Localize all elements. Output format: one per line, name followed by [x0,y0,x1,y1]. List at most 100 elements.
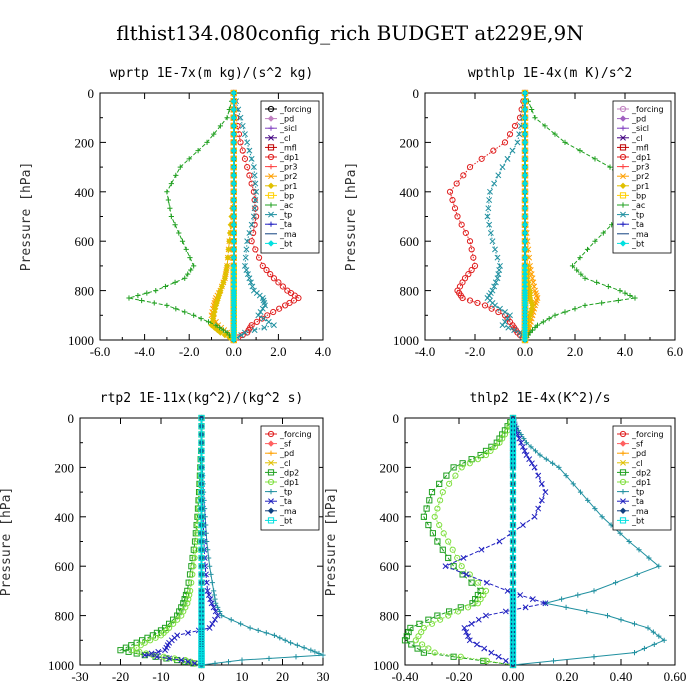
panel-4-point-ta [526,456,533,463]
panel-2-point-bt [521,336,529,344]
panel-1-point-dp1 [253,318,260,325]
panel-2-point-tp [489,238,496,245]
panel-3-legend-label: _bt [279,516,292,525]
panel-4-point-ta [529,596,536,603]
panel-3-legend-marker [267,517,275,524]
panel-2-legend-label: _bt [631,239,644,248]
panel-2-point-ac [529,327,536,333]
panel-2-point-bt [521,155,529,163]
panel-1-point-pr1 [225,246,232,253]
panel-4-series-dp1 [412,414,517,669]
panel-1-legend-marker [267,105,275,113]
panel-4-point-dp2 [428,489,436,496]
panel-1-point-pr1 [217,329,224,336]
panel-4-point-tp [591,588,597,594]
panel-1-point-bt [230,238,237,245]
panel-4-point-tp [631,650,638,656]
panel-1-legend-marker [268,134,274,141]
panel-2-point-bt [521,221,529,228]
panel-3-ylabel: Pressure [hPa] [0,487,14,597]
panel-4-legend-label: _bt [631,516,644,525]
panel-4-point-ta [468,620,475,627]
panel-4-ytick-label: 400 [380,510,400,525]
panel-4-point-dp2 [425,616,432,623]
panel-3-point-dp1 [178,612,185,619]
panel-3-point-tp [225,659,232,665]
panel-4-point-bt [509,649,517,656]
panel-4-point-ta [466,637,473,644]
panel-4-point-dp1 [496,439,503,446]
panel-1-legend-label: _ac [279,201,293,210]
panel-4-point-ta [496,538,503,545]
panel-2-series-ac [522,90,638,343]
panel-1-point-dp1 [248,238,255,245]
panel-3-ytick-label: 800 [55,609,75,624]
panel-2-point-dp1 [459,294,466,302]
panel-1-point-dp1 [279,283,286,290]
panel-2-ytick-label: 1000 [393,333,419,348]
panel-4-point-bt [509,530,517,537]
panel-1-point-dp1 [255,254,263,261]
panel-3-point-bt [198,521,205,529]
panel-2-legend-marker [619,144,627,151]
panel-4-point-ta [538,480,545,487]
panel-3-point-dp1 [136,648,143,655]
panel-1-point-bt [230,213,237,220]
panel-1-point-bt [230,172,237,179]
panel-3-point-ta [208,600,215,607]
panel-3-point-bt [198,538,205,545]
panel-3-point-bt [198,464,205,471]
panel-3-point-tp [228,617,234,623]
panel-4-point-dp1 [431,649,438,656]
panel-3-point-dp1 [152,634,159,641]
panel-1-ytick-label: 200 [75,135,95,150]
panel-1-point-dp1 [237,139,244,146]
panel-1-point-bt [230,106,237,113]
panel-2-point-bt [521,172,529,179]
panel-4-point-ta [502,657,509,664]
panel-4-point-bt [509,489,517,496]
panel-1-legend-label: _sicl [279,124,297,133]
panel-4-point-dp1 [439,489,446,496]
panel-4-point-tp [591,654,597,660]
panel-1-legend-label: _pr2 [279,172,297,181]
panel-2-point-bt [521,131,529,138]
panel-4-point-bt [509,612,517,619]
panel-2-point-dp1 [481,302,489,309]
panel-1-point-ac [217,123,224,129]
panel-3-point-dp2 [125,648,132,655]
panel-4-legend-label: _ta [631,497,644,506]
panel-3-point-ta [206,624,213,631]
panel-1-xtick-label: 2.0 [270,344,286,359]
panel-3-point-bt [198,661,205,669]
panel-1-point-tp [244,238,251,245]
panel-2-ytick-label: 200 [400,135,420,150]
panel-3-point-bt [198,587,205,594]
panel-3-ytick-label: 600 [55,559,75,574]
panel-4-point-dp1 [425,645,432,652]
panel-3-legend-label: _tp [279,488,292,497]
panel-3-point-bt [198,423,205,430]
panel-2-point-tp [486,197,493,203]
panel-3-point-dp1 [129,647,136,654]
panel-4-point-dp1 [458,563,465,570]
panel-4-point-dp2 [407,624,414,632]
panel-2-point-ac [605,283,611,290]
panel-4-point-dp2 [445,554,452,562]
panel-4-point-ta [481,645,488,652]
panel-3-point-tp [209,580,215,586]
panel-4-point-tp [585,497,591,503]
panel-2-xtick-label: 0.0 [517,344,533,359]
panel-1-point-bt [230,139,237,146]
panel-4-point-dp2 [450,653,457,660]
panel-4-point-tp [563,473,569,479]
panel-4-point-tp [550,658,557,664]
panel-3-ytick-label: 0 [68,411,75,426]
panel-1-line-tp [233,92,276,341]
panel-1-point-tp [248,155,255,162]
panel-4-point-ta [542,489,549,496]
panel-1-point-ac [186,156,192,162]
panel-4-point-dp2 [443,472,450,479]
panel-3-point-bt [198,612,205,619]
panel-3-point-tp [238,621,244,627]
